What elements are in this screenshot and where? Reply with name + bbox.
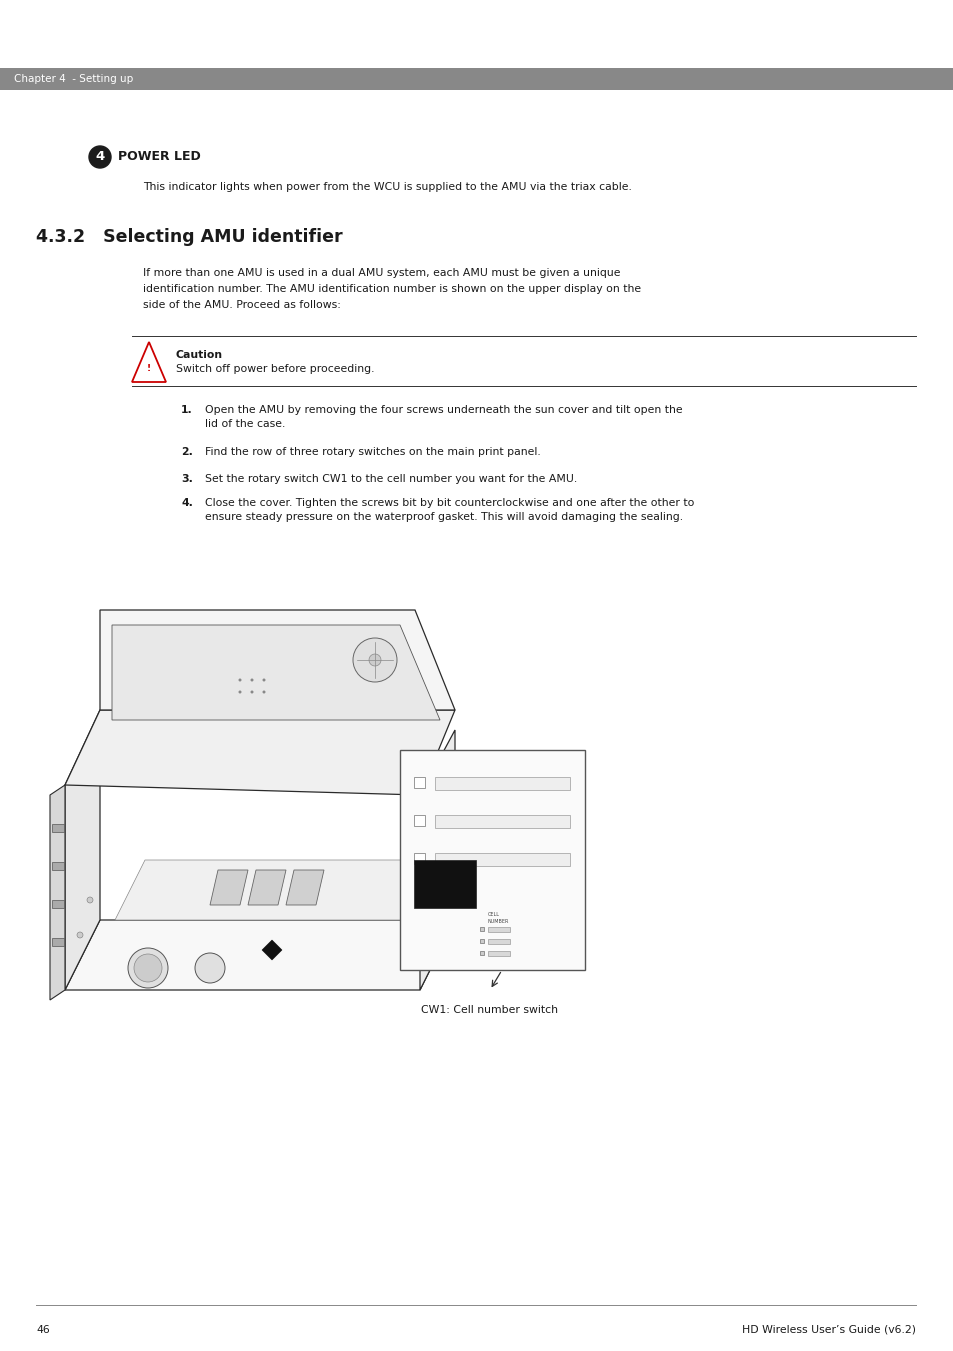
- Text: 46: 46: [36, 1325, 50, 1335]
- Text: lid of the case.: lid of the case.: [205, 419, 285, 430]
- Bar: [435, 852, 569, 866]
- Text: ensure steady pressure on the waterproof gasket. This will avoid damaging the se: ensure steady pressure on the waterproof…: [205, 512, 682, 521]
- Polygon shape: [115, 861, 435, 920]
- Text: CW1: Cell number switch: CW1: Cell number switch: [421, 1005, 558, 1015]
- Text: 4: 4: [95, 150, 105, 163]
- Polygon shape: [65, 920, 455, 990]
- Bar: [479, 939, 483, 943]
- Circle shape: [238, 690, 241, 693]
- Bar: [479, 951, 483, 955]
- Text: Find the row of three rotary switches on the main print panel.: Find the row of three rotary switches on…: [205, 447, 540, 457]
- Bar: [435, 815, 569, 828]
- Circle shape: [238, 678, 241, 681]
- Circle shape: [353, 638, 396, 682]
- Text: CELL
NUMBER: CELL NUMBER: [488, 912, 509, 924]
- Text: identification number. The AMU identification number is shown on the upper displ: identification number. The AMU identific…: [143, 284, 640, 295]
- Bar: [488, 951, 510, 957]
- Polygon shape: [210, 870, 248, 905]
- Bar: [488, 939, 510, 944]
- Text: Caution: Caution: [175, 350, 223, 359]
- Polygon shape: [419, 730, 455, 990]
- Circle shape: [412, 897, 417, 902]
- Text: This indicator lights when power from the WCU is supplied to the AMU via the tri: This indicator lights when power from th…: [143, 182, 631, 192]
- Polygon shape: [248, 870, 286, 905]
- Text: Open the AMU by removing the four screws underneath the sun cover and tilt open : Open the AMU by removing the four screws…: [205, 405, 682, 415]
- Polygon shape: [286, 870, 324, 905]
- Text: !: !: [147, 365, 151, 373]
- Circle shape: [194, 952, 225, 984]
- Text: If more than one AMU is used in a dual AMU system, each AMU must be given a uniq: If more than one AMU is used in a dual A…: [143, 267, 619, 278]
- Polygon shape: [50, 785, 65, 1000]
- Circle shape: [262, 678, 265, 681]
- Polygon shape: [132, 342, 166, 382]
- Circle shape: [128, 948, 168, 988]
- Circle shape: [87, 897, 92, 902]
- Text: Switch off power before proceeding.: Switch off power before proceeding.: [175, 363, 375, 374]
- Text: 1.: 1.: [181, 405, 193, 415]
- Polygon shape: [262, 940, 282, 961]
- Text: 2.: 2.: [181, 447, 193, 457]
- Bar: [414, 777, 424, 788]
- Circle shape: [89, 146, 111, 168]
- Text: Close the cover. Tighten the screws bit by bit counterclockwise and one after th: Close the cover. Tighten the screws bit …: [205, 499, 694, 508]
- Text: side of the AMU. Proceed as follows:: side of the AMU. Proceed as follows:: [143, 300, 340, 309]
- Bar: [399, 750, 584, 970]
- Text: POWER LED: POWER LED: [118, 150, 200, 163]
- Circle shape: [251, 690, 253, 693]
- Text: 4.3.2   Selecting AMU identifier: 4.3.2 Selecting AMU identifier: [36, 228, 342, 246]
- Text: 4.: 4.: [181, 499, 193, 508]
- Text: Chapter 4  - Setting up: Chapter 4 - Setting up: [14, 74, 133, 84]
- Circle shape: [369, 654, 380, 666]
- Bar: [414, 861, 476, 908]
- Circle shape: [262, 690, 265, 693]
- Polygon shape: [65, 711, 100, 990]
- Bar: [488, 927, 510, 932]
- Polygon shape: [112, 626, 439, 720]
- Text: HD Wireless User’s Guide (v6.2): HD Wireless User’s Guide (v6.2): [741, 1325, 915, 1335]
- Polygon shape: [100, 611, 455, 711]
- Bar: [52, 938, 64, 946]
- Bar: [52, 900, 64, 908]
- Text: 3.: 3.: [181, 474, 193, 484]
- Circle shape: [401, 938, 408, 943]
- Bar: [0, 68, 953, 91]
- Circle shape: [251, 678, 253, 681]
- Bar: [52, 862, 64, 870]
- Polygon shape: [65, 711, 455, 794]
- Bar: [52, 824, 64, 832]
- Circle shape: [133, 954, 162, 982]
- Bar: [414, 852, 424, 865]
- Circle shape: [77, 932, 83, 938]
- Bar: [414, 815, 424, 825]
- Bar: [435, 777, 569, 790]
- Text: Set the rotary switch CW1 to the cell number you want for the AMU.: Set the rotary switch CW1 to the cell nu…: [205, 474, 577, 484]
- Bar: [479, 927, 483, 931]
